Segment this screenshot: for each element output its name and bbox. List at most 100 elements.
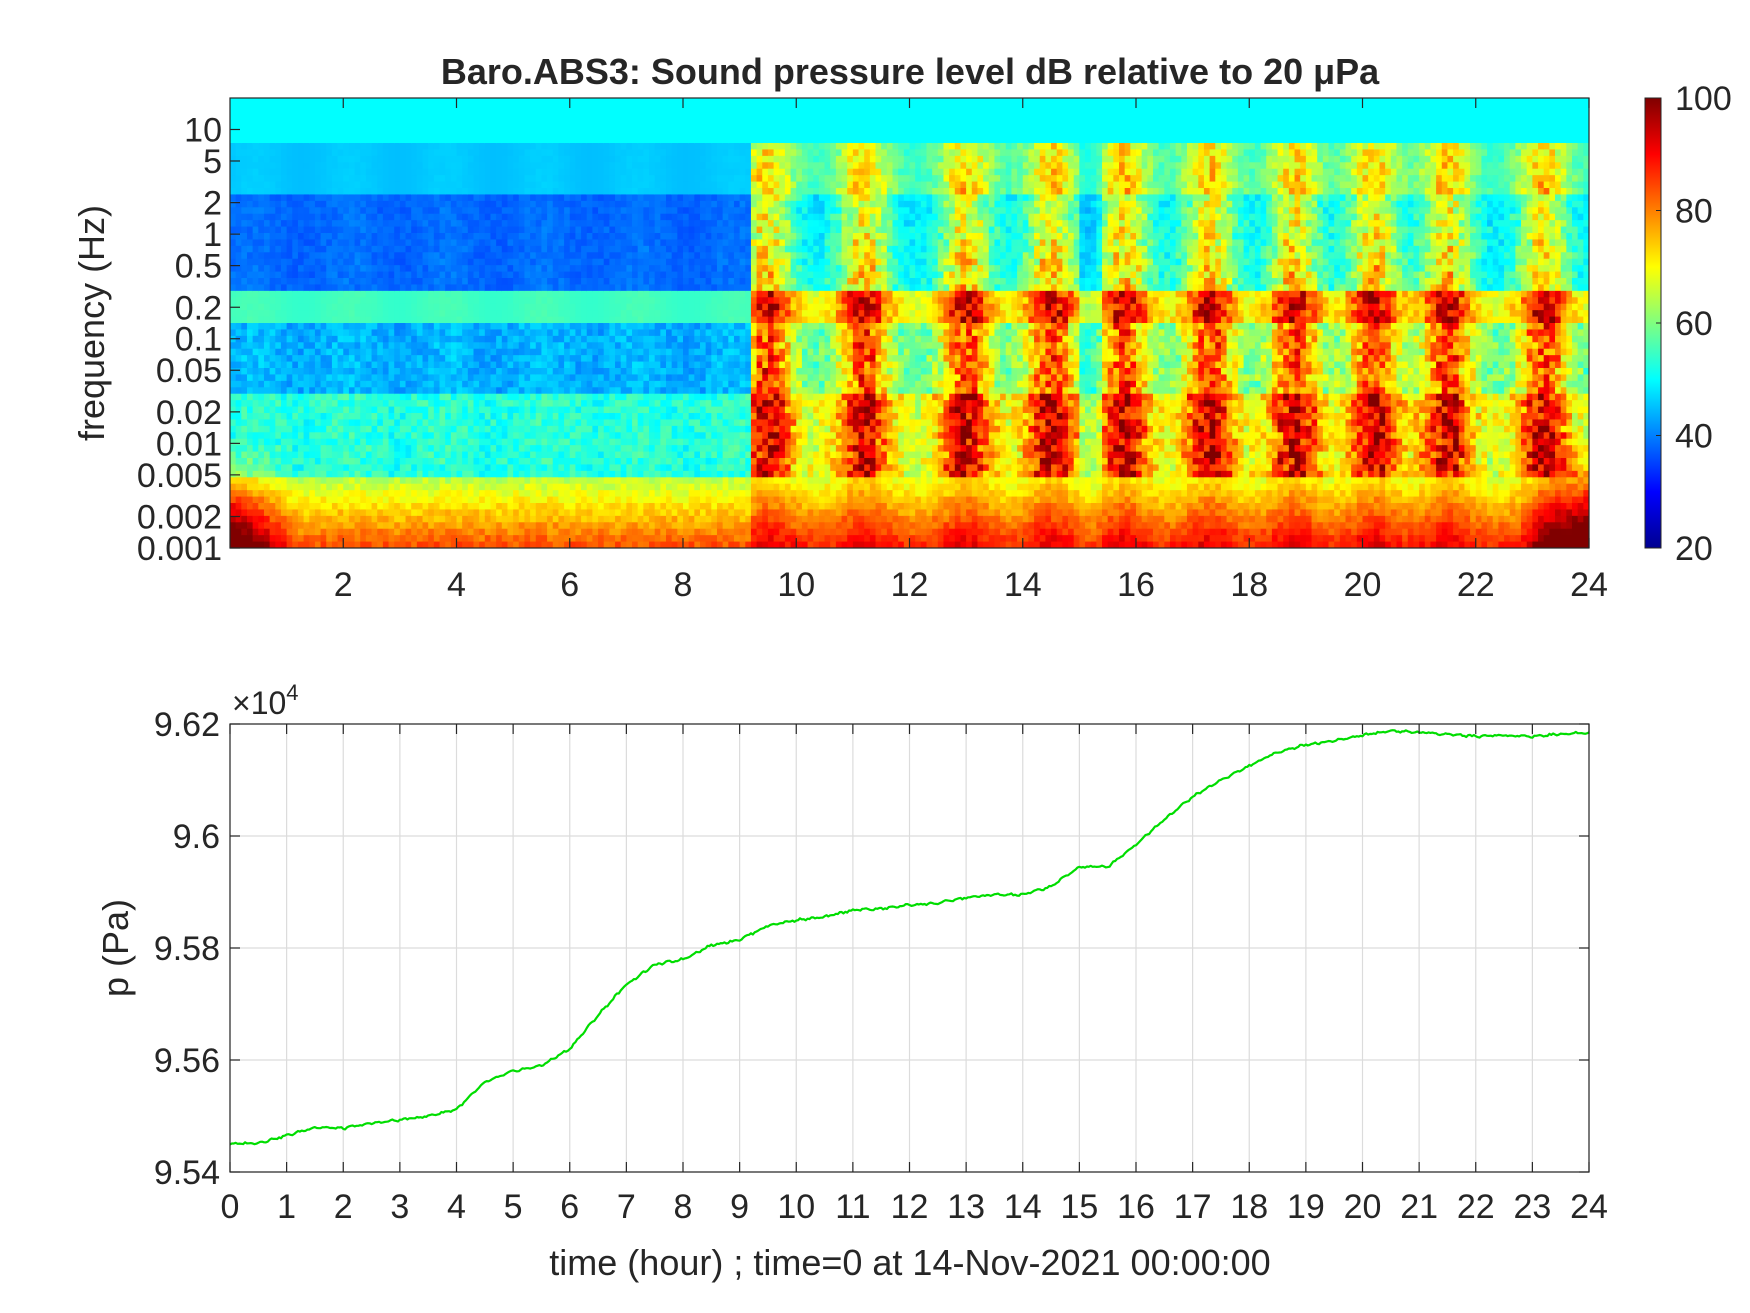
heatmap-cell [304, 239, 310, 246]
heatmap-cell [621, 471, 627, 478]
heatmap-cell [417, 207, 423, 214]
heatmap-cell [513, 490, 519, 497]
heatmap-cell [423, 342, 429, 349]
heatmap-cell [332, 246, 338, 253]
heatmap-cell [360, 394, 366, 401]
heatmap-cell [400, 124, 406, 131]
heatmap-cell [366, 310, 372, 317]
heatmap-cell [553, 503, 559, 510]
heatmap-cell [570, 239, 576, 246]
heatmap-cell [372, 419, 378, 426]
heatmap-cell [451, 291, 457, 298]
heatmap-cell [389, 162, 395, 169]
heatmap-cell [326, 484, 332, 491]
heatmap-cell [264, 111, 270, 118]
heatmap-cell [417, 400, 423, 407]
heatmap-cell [434, 516, 440, 523]
heatmap-cell [258, 304, 264, 311]
heatmap-cell [230, 368, 236, 375]
heatmap-cell [281, 149, 287, 156]
heatmap-cell [457, 169, 463, 176]
heatmap-cell [558, 169, 564, 176]
heatmap-cell [304, 452, 310, 459]
heatmap-cell [541, 182, 547, 189]
heatmap-cell [326, 111, 332, 118]
heatmap-cell [253, 329, 259, 336]
heatmap-cell [355, 368, 361, 375]
heatmap-cell [473, 143, 479, 150]
heatmap-cell [570, 342, 576, 349]
heatmap-cell [406, 484, 412, 491]
heatmap-cell [338, 188, 344, 195]
heatmap-cell [270, 368, 276, 375]
heatmap-cell [502, 529, 508, 536]
heatmap-cell [541, 484, 547, 491]
heatmap-cell [349, 117, 355, 124]
heatmap-cell [575, 522, 581, 529]
heatmap-cell [309, 503, 315, 510]
heatmap-cell [536, 117, 542, 124]
heatmap-cell [287, 265, 293, 272]
heatmap-cell [457, 445, 463, 452]
heatmap-cell [604, 535, 610, 542]
heatmap-cell [547, 381, 553, 388]
heatmap-cell [258, 246, 264, 253]
heatmap-cell [570, 104, 576, 111]
heatmap-cell [304, 162, 310, 169]
heatmap-cell [451, 419, 457, 426]
heatmap-cell [598, 259, 604, 266]
heatmap-cell [513, 284, 519, 291]
heatmap-cell [434, 535, 440, 542]
heatmap-cell [621, 124, 627, 131]
heatmap-cell [513, 452, 519, 459]
heatmap-cell [507, 214, 513, 221]
heatmap-cell [275, 516, 281, 523]
heatmap-cell [298, 310, 304, 317]
heatmap-cell [253, 214, 259, 221]
heatmap-cell [462, 529, 468, 536]
heatmap-cell [281, 529, 287, 536]
heatmap-cell [587, 265, 593, 272]
heatmap-cell [440, 207, 446, 214]
heatmap-cell [287, 137, 293, 144]
heatmap-cell [400, 400, 406, 407]
heatmap-cell [247, 522, 253, 529]
heatmap-cell [598, 130, 604, 137]
heatmap-cell [377, 535, 383, 542]
heatmap-cell [400, 368, 406, 375]
heatmap-cell [564, 239, 570, 246]
heatmap-cell [241, 98, 247, 105]
heatmap-cell [383, 362, 389, 369]
heatmap-cell [321, 419, 327, 426]
heatmap-cell [309, 323, 315, 330]
heatmap-cell [298, 458, 304, 465]
heatmap-cell [377, 400, 383, 407]
heatmap-cell [411, 98, 417, 105]
heatmap-cell [372, 310, 378, 317]
heatmap-cell [621, 387, 627, 394]
heatmap-cell [253, 265, 259, 272]
heatmap-cell [253, 464, 259, 471]
heatmap-cell [445, 117, 451, 124]
heatmap-cell [445, 516, 451, 523]
heatmap-cell [462, 246, 468, 253]
heatmap-cell [570, 310, 576, 317]
heatmap-cell [423, 169, 429, 176]
heatmap-cell [445, 477, 451, 484]
heatmap-cell [230, 374, 236, 381]
heatmap-cell [241, 509, 247, 516]
heatmap-cell [575, 349, 581, 356]
heatmap-cell [258, 310, 264, 317]
heatmap-cell [281, 458, 287, 465]
heatmap-cell [247, 445, 253, 452]
heatmap-cell [530, 117, 536, 124]
heatmap-cell [530, 381, 536, 388]
heatmap-cell [236, 137, 242, 144]
heatmap-cell [264, 149, 270, 156]
heatmap-cell [428, 246, 434, 253]
heatmap-cell [309, 265, 315, 272]
heatmap-cell [485, 278, 491, 285]
heatmap-cell [338, 284, 344, 291]
heatmap-cell [230, 201, 236, 208]
heatmap-cell [564, 374, 570, 381]
